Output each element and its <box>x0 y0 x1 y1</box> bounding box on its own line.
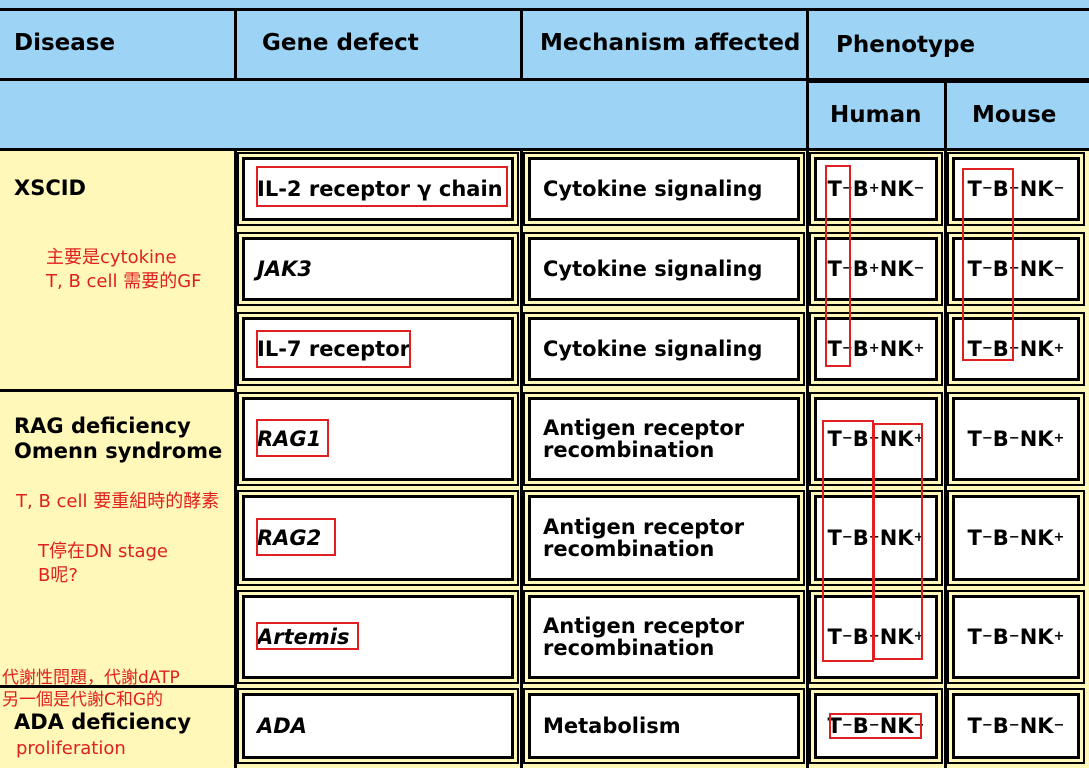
header-disease: Disease <box>14 30 116 56</box>
header-row-divider <box>0 78 1089 81</box>
annotation-proliferation: proliferation <box>16 738 126 759</box>
mechanism-line-1: Antigen receptor <box>543 613 745 638</box>
mechanism-cell-row6: Antigen receptor recombination <box>528 595 800 679</box>
gene-label: RAG1 <box>257 426 322 451</box>
annotation-line: 主要是cytokine <box>46 247 177 268</box>
gene-cell-rag2: RAG2 <box>242 495 514 581</box>
highlight-human-tb-column-rag <box>822 420 874 662</box>
annotation-dn-stage: T停在DN stage B呢? <box>38 540 168 589</box>
header-bottom-border <box>0 148 1089 151</box>
group-divider-rag-ada <box>0 685 236 688</box>
gene-cell-ada: ADA <box>242 693 514 759</box>
mechanism-cell-row2: Cytokine signaling <box>528 237 800 301</box>
gene-label: IL-2 receptor γ chain <box>257 176 503 201</box>
gene-cell-jak3: JAK3 <box>242 237 514 301</box>
highlight-human-ada <box>829 713 922 739</box>
header-human: Human <box>830 102 922 128</box>
disease-xscid: XSCID <box>14 176 86 200</box>
annotation-line: 代謝性問題，代謝dATP <box>2 668 180 688</box>
highlight-mouse-tb-column-xscid <box>962 168 1014 361</box>
highlight-il2rg <box>256 166 508 207</box>
annotation-rag-enzyme: T, B cell 要重組時的酵素 <box>16 491 220 512</box>
phenotype-subheader-divider <box>808 80 1089 83</box>
mechanism-cell-row1: Cytokine signaling <box>528 157 800 221</box>
mechanism-label: Cytokine signaling <box>543 176 763 201</box>
mechanism-label: Cytokine signaling <box>543 336 763 361</box>
body-col-divider-2 <box>520 150 523 768</box>
mouse-phenotype-row2: T − B − NK − <box>952 237 1080 301</box>
human-phenotype-row7: T − B − NK − <box>814 693 938 759</box>
gene-label: IL-7 receptor <box>257 336 410 361</box>
header-phenotype: Phenotype <box>836 32 976 58</box>
header-col-divider-3 <box>806 8 809 151</box>
highlight-artemis <box>256 622 359 650</box>
mouse-phenotype-row6: T − B − NK + <box>952 595 1080 679</box>
mouse-phenotype-row5: T − B − NK + <box>952 495 1080 581</box>
body-col-divider-3 <box>806 150 809 768</box>
annotation-xscid-cytokine: 主要是cytokine T, B cell 需要的GF <box>46 246 202 295</box>
gene-label: RAG2 <box>257 525 322 550</box>
human-phenotype-row3: T − B + NK + <box>814 317 938 381</box>
annotation-line: T停在DN stage <box>38 541 169 562</box>
human-phenotype-row5: T − B − NK + <box>814 495 938 581</box>
mechanism-label: Cytokine signaling <box>543 256 763 281</box>
human-phenotype-row2: T − B + NK − <box>814 237 938 301</box>
header-col-divider-2 <box>520 8 523 81</box>
highlight-human-nk-column-rag <box>873 423 923 660</box>
mechanism-line-1: Antigen receptor <box>543 514 745 539</box>
disease-rag-line-2: Omenn syndrome <box>14 439 223 464</box>
disease-rag-line-1: RAG deficiency <box>14 414 191 438</box>
mechanism-line-2: recombination <box>543 438 715 462</box>
human-phenotype-row6: T − B − NK + <box>814 595 938 679</box>
mechanism-line-2: recombination <box>543 636 715 660</box>
mouse-phenotype-row3: T − B − NK + <box>952 317 1080 381</box>
body-col-divider-4 <box>944 150 947 768</box>
header-background <box>0 0 1089 150</box>
gene-label: JAK3 <box>257 256 312 281</box>
header-col-divider-4 <box>944 80 947 151</box>
disease-ada-deficiency: ADA deficiency <box>14 710 192 734</box>
gene-cell-artemis: Artemis <box>242 595 514 679</box>
highlight-il7r <box>256 330 411 368</box>
header-col-divider-1 <box>234 8 237 81</box>
disease-column-border <box>234 150 237 768</box>
header-mechanism: Mechanism affected <box>540 30 801 56</box>
annotation-ada-metabolism: 代謝性問題，代謝dATP 另一個是代謝C和G的 <box>2 667 180 711</box>
gene-label: Artemis <box>257 624 350 649</box>
annotation-line: 另一個是代謝C和G的 <box>2 690 164 711</box>
mouse-phenotype-row7: T − B − NK − <box>952 693 1080 759</box>
header-top-border <box>0 8 1089 11</box>
group-divider-xscid-rag <box>0 389 236 392</box>
highlight-rag2 <box>256 518 336 556</box>
highlight-rag1 <box>256 419 329 457</box>
highlight-human-t-column-xscid <box>825 165 851 367</box>
mechanism-cell-row3: Cytokine signaling <box>528 317 800 381</box>
gene-cell-rag1: RAG1 <box>242 397 514 481</box>
gene-cell-il7r: IL-7 receptor <box>242 317 514 381</box>
annotation-line: T, B cell 需要的GF <box>46 271 202 293</box>
mechanism-cell-row5: Antigen receptor recombination <box>528 495 800 581</box>
mechanism-cell-row7: Metabolism <box>528 693 800 759</box>
human-phenotype-row1: T − B + NK − <box>814 157 938 221</box>
mechanism-label: Metabolism <box>543 713 681 738</box>
header-gene-defect: Gene defect <box>262 30 419 56</box>
mechanism-line-1: Antigen receptor <box>543 415 745 440</box>
header-mouse: Mouse <box>972 102 1057 128</box>
mouse-phenotype-row1: T − B − NK − <box>952 157 1080 221</box>
mechanism-cell-row4: Antigen receptor recombination <box>528 397 800 481</box>
annotation-line: B呢? <box>38 565 78 587</box>
mechanism-line-2: recombination <box>543 537 715 561</box>
gene-label: ADA <box>257 713 307 738</box>
disease-rag-deficiency: RAG deficiency Omenn syndrome <box>14 414 222 464</box>
mouse-phenotype-row4: T − B − NK + <box>952 397 1080 481</box>
